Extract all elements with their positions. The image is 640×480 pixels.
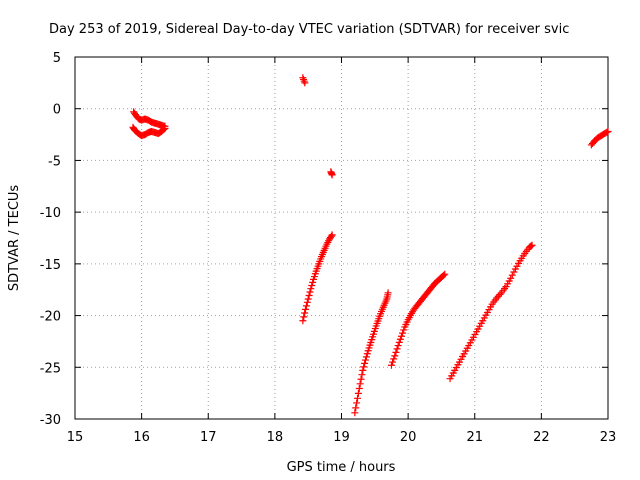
data-point (527, 242, 535, 250)
data-point (603, 128, 611, 136)
data-point (302, 305, 310, 313)
data-points (129, 74, 612, 417)
data-point (390, 355, 398, 363)
data-point (357, 375, 365, 383)
data-point (299, 317, 307, 325)
data-point (362, 353, 370, 361)
data-point (389, 358, 397, 366)
data-point (359, 366, 367, 374)
data-point (507, 274, 515, 282)
data-point (392, 348, 400, 356)
data-point (355, 384, 363, 392)
data-point (308, 282, 316, 290)
data-point (351, 409, 359, 417)
x-tick-label: 18 (267, 430, 284, 445)
data-point (384, 289, 392, 297)
data-point (303, 298, 311, 306)
data-point (394, 342, 402, 350)
y-tick-label: -10 (40, 206, 61, 221)
data-point (510, 268, 518, 276)
x-tick-label: 20 (400, 430, 417, 445)
data-point (395, 338, 403, 346)
data-point (494, 292, 502, 300)
x-tick-label: 15 (67, 430, 84, 445)
data-series-segment (130, 108, 169, 130)
data-series-segment (299, 231, 336, 325)
y-tick-label: -20 (40, 310, 61, 325)
data-point (307, 285, 315, 293)
data-point (300, 313, 308, 321)
data-point (393, 345, 401, 353)
data-point (309, 278, 317, 286)
grid (75, 57, 608, 419)
data-point (604, 127, 612, 135)
data-point (363, 350, 371, 358)
x-tick-label: 23 (600, 430, 617, 445)
data-series-segment (327, 168, 336, 179)
data-series-segment (351, 289, 392, 417)
data-point (352, 404, 360, 412)
data-point (399, 329, 407, 337)
y-tick-label: 0 (53, 103, 61, 118)
x-tick-label: 19 (333, 430, 350, 445)
data-point (300, 77, 308, 85)
data-point (327, 232, 335, 240)
data-series-segment (387, 270, 449, 369)
data-point (328, 231, 336, 239)
data-point (305, 292, 313, 300)
y-tick-label: -15 (40, 258, 61, 273)
data-point (441, 270, 449, 278)
data-series-segment (129, 123, 169, 140)
data-point (400, 326, 408, 334)
data-point (160, 125, 168, 133)
data-series-segment (299, 74, 309, 87)
data-point (360, 363, 368, 371)
data-point (300, 75, 308, 83)
data-point (440, 271, 448, 279)
data-point (328, 171, 336, 179)
x-tick-label: 22 (533, 430, 550, 445)
data-point (397, 332, 405, 340)
x-axis-label: GPS time / hours (287, 460, 396, 475)
data-point (353, 394, 361, 402)
data-point (356, 380, 364, 388)
data-point (354, 389, 362, 397)
x-tick-label: 16 (133, 430, 150, 445)
data-point (353, 399, 361, 407)
y-axis-label: SDTVAR / TECUs (7, 185, 22, 292)
data-point (496, 290, 504, 298)
x-tick-label: 21 (466, 430, 483, 445)
data-point (301, 309, 309, 317)
x-tick-label: 17 (200, 430, 217, 445)
data-point (361, 359, 369, 367)
data-point (396, 335, 404, 343)
data-point (358, 371, 366, 379)
data-point (301, 79, 309, 87)
tick-labels: 15 16 17 18 19 20 21 22 23 5 0 -5 -10 -15 -20 -25 -30 (40, 51, 617, 445)
data-point (306, 288, 314, 296)
y-tick-label: -5 (48, 154, 61, 169)
data-point (508, 271, 516, 279)
data-point (161, 124, 169, 132)
data-point (361, 356, 369, 364)
y-tick-label: 5 (53, 51, 61, 66)
data-point (387, 361, 395, 369)
data-point (304, 295, 312, 303)
data-point (302, 302, 310, 310)
y-tick-label: -25 (40, 361, 61, 376)
data-series-segment (587, 127, 612, 149)
chart-title: Day 253 of 2019, Sidereal Day-to-day VTE… (49, 22, 569, 37)
y-tick-label: -30 (40, 413, 61, 428)
data-point (528, 241, 536, 249)
axis-ticks (74, 56, 609, 420)
data-point (391, 352, 399, 360)
data-series-segment (446, 241, 536, 383)
